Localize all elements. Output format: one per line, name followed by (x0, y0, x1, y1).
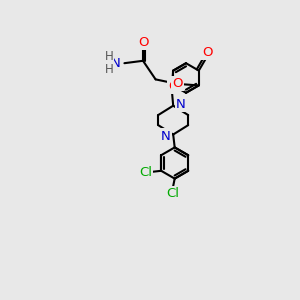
Text: N: N (111, 57, 121, 70)
Text: N: N (176, 98, 186, 111)
Text: O: O (202, 46, 212, 59)
Text: O: O (138, 36, 148, 49)
Text: O: O (172, 77, 182, 90)
Text: H: H (104, 63, 113, 76)
Text: Cl: Cl (166, 187, 179, 200)
Text: Cl: Cl (139, 166, 152, 179)
Text: O: O (168, 80, 178, 93)
Text: N: N (161, 130, 171, 142)
Text: H: H (104, 50, 113, 63)
